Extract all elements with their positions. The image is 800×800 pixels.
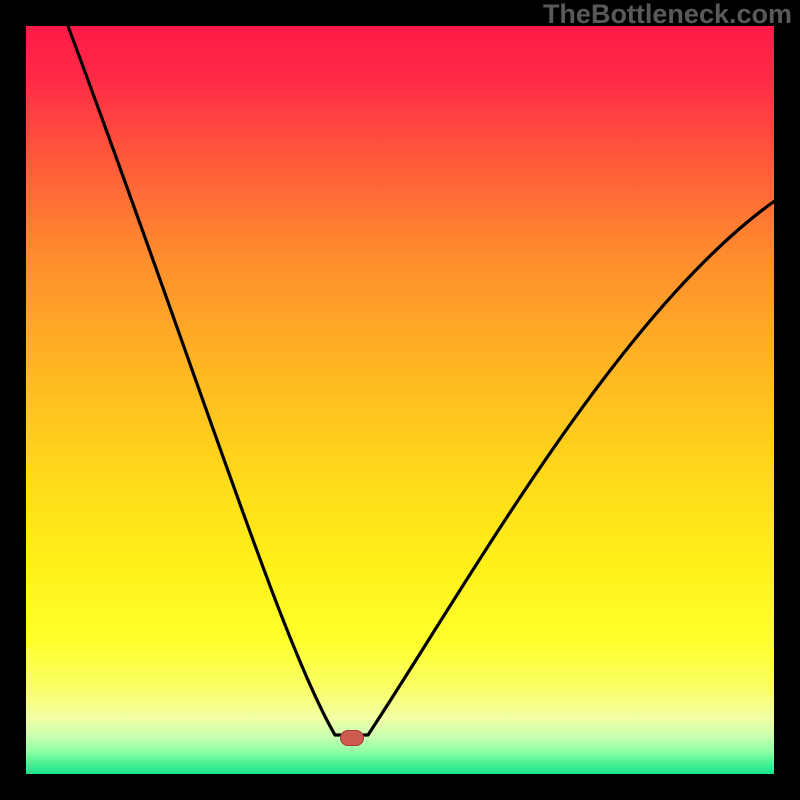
chart-stage: TheBottleneck.com: [0, 0, 800, 800]
gradient-background: [26, 26, 774, 774]
